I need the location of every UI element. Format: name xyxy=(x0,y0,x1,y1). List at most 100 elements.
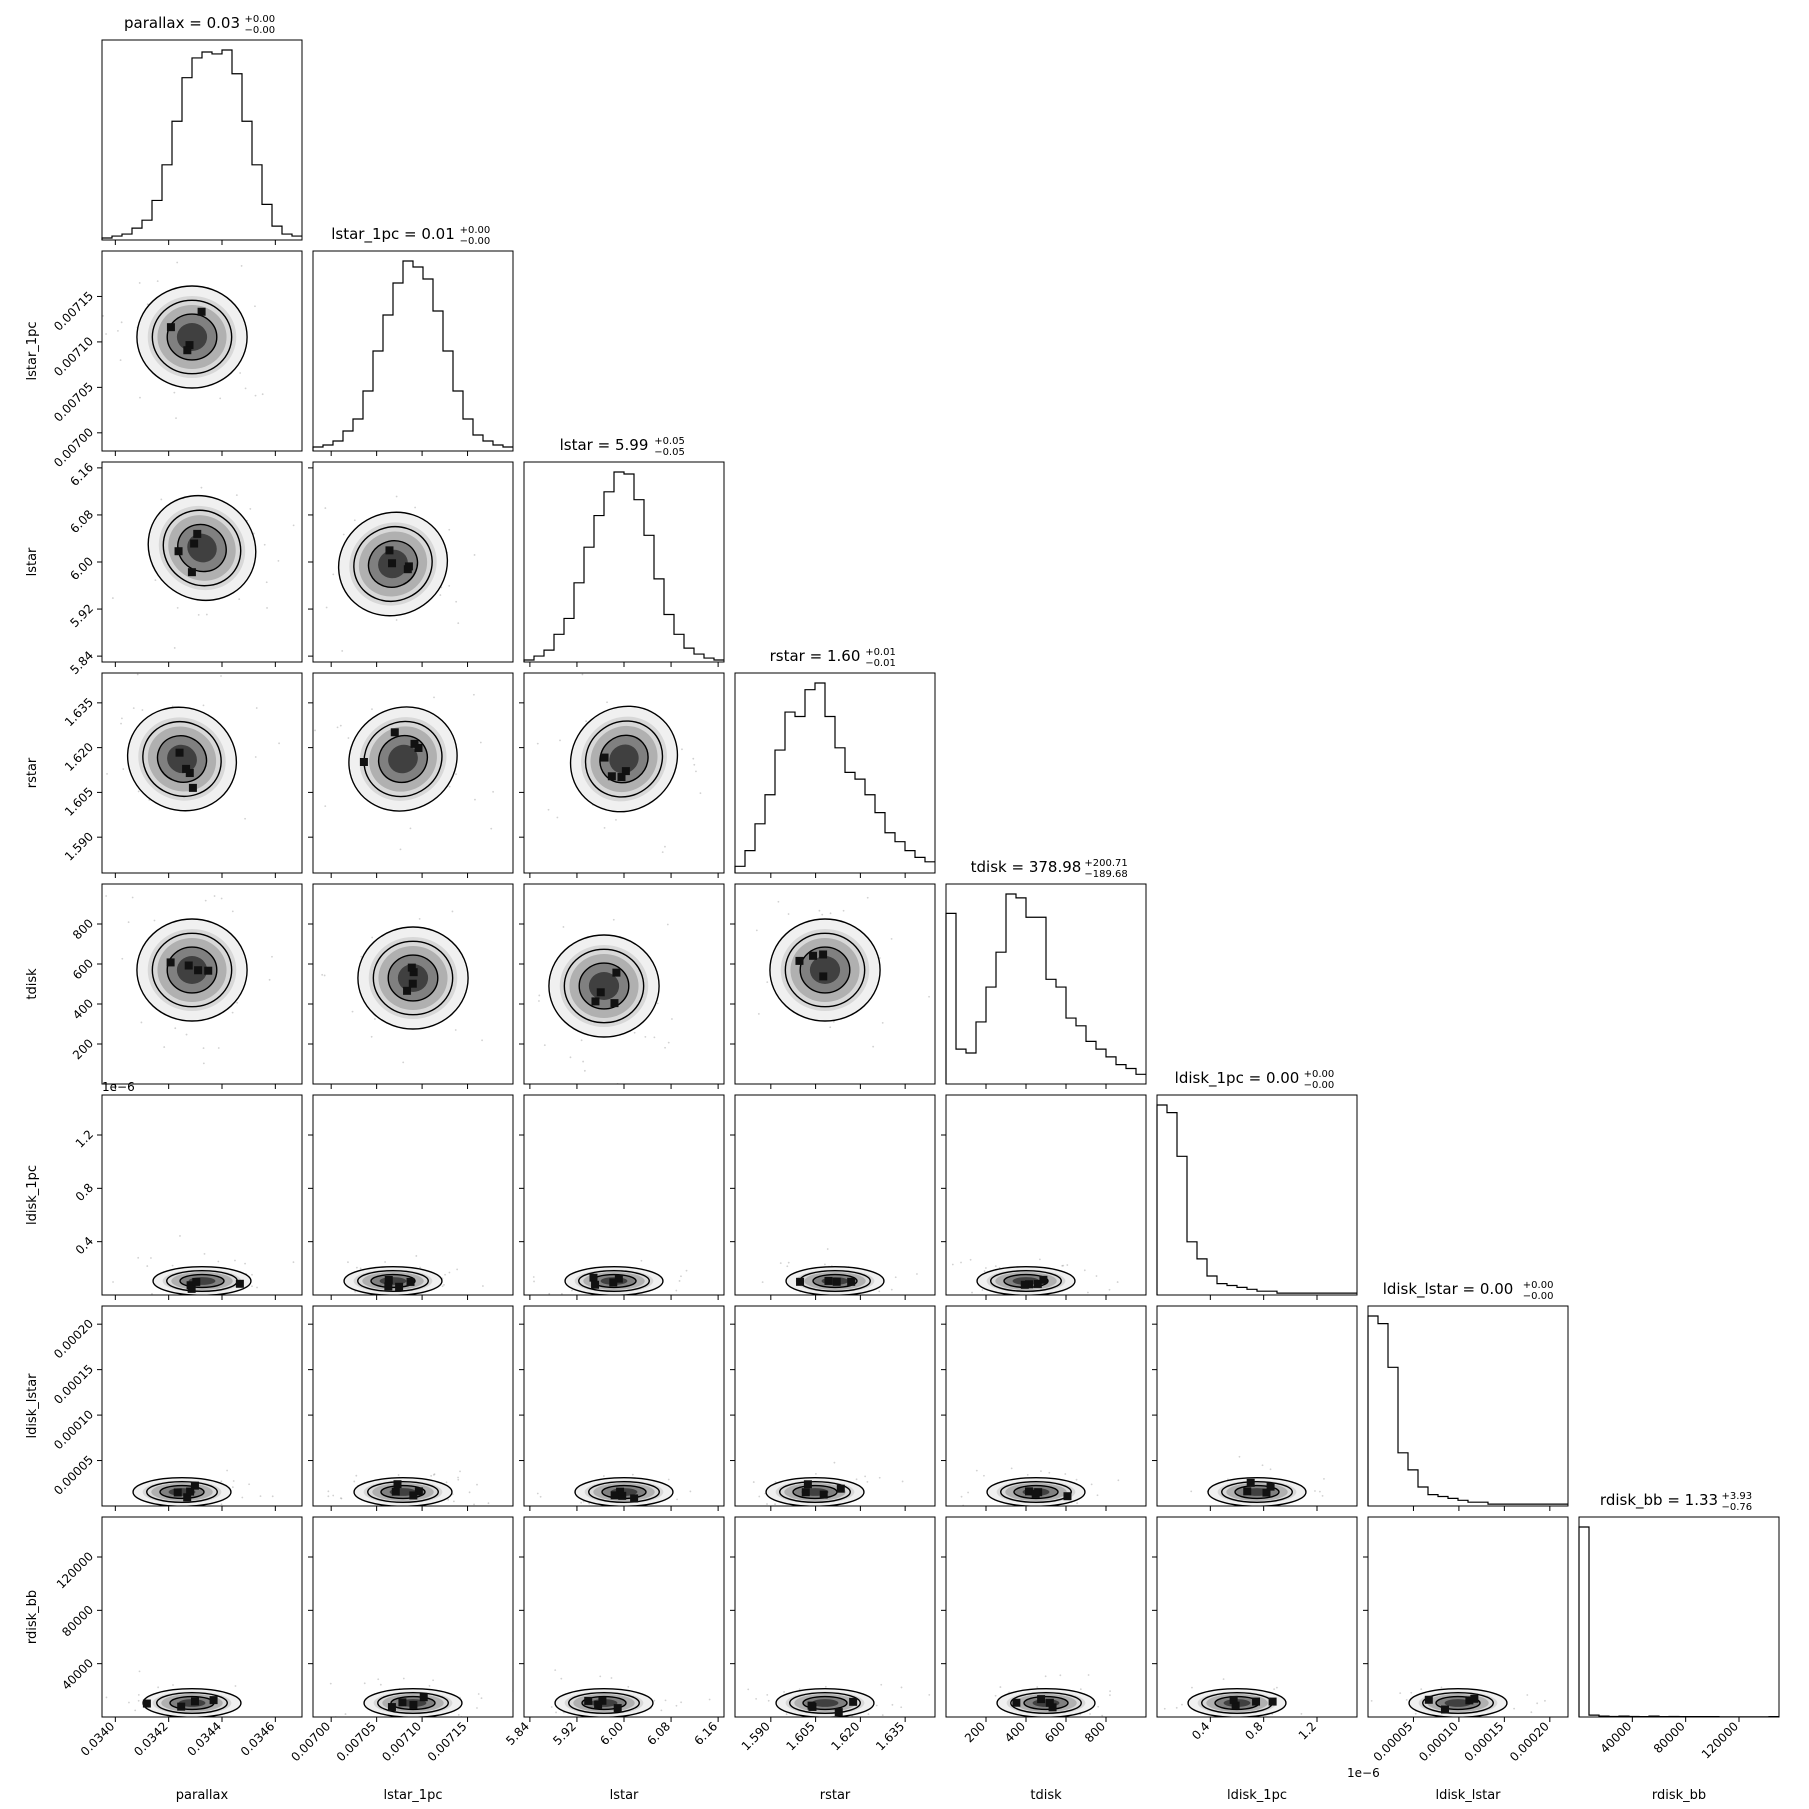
title-main-rdisk_bb: rdisk_bb = 1.33 xyxy=(1600,1491,1718,1510)
frame xyxy=(945,1305,1147,1507)
title-plus-ldisk_1pc: +0.00 xyxy=(1304,1069,1335,1080)
ytick-label-lstar_1pc: 0.00710 xyxy=(51,334,96,379)
contour-3 xyxy=(581,1695,627,1711)
xtick-label-rstar: 1.635 xyxy=(873,1719,907,1753)
ytick-label-rstar: 1.605 xyxy=(62,785,96,819)
panel-tdisk-parallax: 200 400 600 800 xyxy=(70,883,303,1089)
density-ldisk_1pc-rstar xyxy=(761,1248,918,1295)
panel-rdisk_bb-rstar: 1.590 1.605 1.620 1.635 xyxy=(730,1516,936,1753)
contour-2 xyxy=(784,932,866,1008)
density-rdisk_bb-lstar xyxy=(550,1669,711,1717)
panel-rdisk_bb-ldisk_1pc: 0.4 0.8 1.2 xyxy=(1152,1516,1358,1743)
frame xyxy=(734,1516,936,1718)
xtick-label-lstar: 6.08 xyxy=(644,1719,673,1748)
contour-1 xyxy=(348,706,458,812)
histogram-tdisk xyxy=(945,893,1146,1084)
contour-1 xyxy=(976,1266,1076,1295)
ytick-label-lstar: 5.92 xyxy=(67,601,96,630)
contour-2 xyxy=(1000,1481,1072,1503)
ytick-label-lstar: 5.84 xyxy=(67,648,96,677)
xtick-label-parallax: 0.0344 xyxy=(185,1719,225,1759)
density-ldisk_1pc-tdisk xyxy=(951,1258,1119,1295)
ytick-label-ldisk_lstar: 0.00020 xyxy=(51,1316,96,1361)
contour-1 xyxy=(996,1688,1096,1717)
contour-1 xyxy=(132,1477,232,1506)
xtick-label-ldisk_lstar: 0.00010 xyxy=(1416,1719,1461,1764)
frame xyxy=(312,1516,514,1718)
density-ldisk_lstar-ldisk_1pc xyxy=(1190,1455,1325,1506)
contour-1 xyxy=(554,1688,654,1717)
xtick-label-ldisk_1pc: 1.2 xyxy=(1296,1719,1319,1742)
panel-rstar-rstar: rstar = 1.60 +0.01−0.01 xyxy=(734,647,936,878)
panel-rstar-parallax: 1.590 1.605 1.620 1.635 xyxy=(62,672,303,878)
panel-lstar-lstar_1pc xyxy=(308,461,514,667)
frame xyxy=(734,883,936,1085)
density-lstar_1pc-parallax xyxy=(102,261,264,419)
xtick-label-tdisk: 600 xyxy=(1042,1719,1068,1745)
contour-2 xyxy=(156,1692,228,1714)
contour-2 xyxy=(377,1692,449,1714)
frame xyxy=(1156,1516,1358,1718)
offset-text-x-ldisk_1pc: 1e−6 xyxy=(1347,1766,1380,1780)
frame xyxy=(101,672,303,874)
density-lstar-lstar_1pc xyxy=(324,495,476,652)
xtick-label-rdisk_bb: 80000 xyxy=(1651,1719,1688,1756)
contour-2 xyxy=(584,720,664,798)
contour-3 xyxy=(799,946,851,994)
ytick-label-ldisk_lstar: 0.00005 xyxy=(51,1453,96,1498)
xtick-label-lstar: 6.00 xyxy=(597,1719,626,1748)
ytick-label-lstar: 6.08 xyxy=(67,507,96,536)
density-rdisk_bb-ldisk_1pc xyxy=(1163,1678,1303,1717)
frame xyxy=(523,1094,725,1296)
ylabel-rstar: rstar xyxy=(25,757,40,788)
xlabel-rdisk_bb: rdisk_bb xyxy=(1652,1788,1706,1803)
title-main-ldisk_1pc: ldisk_1pc = 0.00 xyxy=(1175,1069,1300,1088)
panel-tdisk-tdisk: tdisk = 378.98 +200.71−189.68 xyxy=(945,858,1147,1089)
panel-tdisk-lstar xyxy=(519,883,725,1089)
histogram-parallax xyxy=(101,49,302,240)
contour-1 xyxy=(136,918,248,1022)
title-plus-ldisk_lstar: +0.00 xyxy=(1523,1280,1554,1291)
contour-1 xyxy=(357,926,469,1030)
xlabel-ldisk_lstar: ldisk_lstar xyxy=(1435,1788,1501,1803)
density-lstar-parallax xyxy=(111,486,295,649)
frame xyxy=(1578,1516,1780,1718)
contour-2 xyxy=(1221,1481,1293,1503)
contour-1 xyxy=(1408,1688,1508,1717)
frame xyxy=(312,672,514,874)
xtick-label-tdisk: 400 xyxy=(1002,1719,1028,1745)
panel-tdisk-rstar xyxy=(730,883,936,1089)
xtick-label-ldisk_lstar: 0.00020 xyxy=(1507,1719,1552,1764)
contour-1 xyxy=(548,934,660,1038)
histogram-ldisk_lstar xyxy=(1367,1315,1568,1506)
frame xyxy=(312,1305,514,1507)
frame xyxy=(523,1305,725,1507)
contour-2 xyxy=(142,721,222,797)
density-rdisk_bb-parallax xyxy=(105,1670,242,1717)
panel-ldisk_lstar-ldisk_lstar: ldisk_lstar = 0.00 +0.00−0.00 xyxy=(1367,1280,1569,1511)
contour-1 xyxy=(986,1477,1086,1506)
xtick-label-lstar_1pc: 0.00700 xyxy=(288,1719,333,1764)
contour-3 xyxy=(1234,1484,1280,1500)
ylabel-rdisk_bb: rdisk_bb xyxy=(25,1590,40,1644)
contour-1 xyxy=(343,1266,443,1295)
ylabel-ldisk_1pc: ldisk_1pc xyxy=(25,1165,40,1225)
contour-2 xyxy=(151,299,233,375)
ylabel-lstar: lstar xyxy=(25,547,40,576)
xlabel-tdisk: tdisk xyxy=(1030,1788,1062,1803)
contour-2 xyxy=(363,720,443,798)
density-tdisk-rstar xyxy=(755,896,930,1048)
contour-3 xyxy=(599,734,649,784)
panel-rdisk_bb-lstar_1pc: 0.00700 0.00705 0.00710 0.00715 xyxy=(288,1516,514,1764)
contour-3 xyxy=(578,962,630,1010)
contour-2 xyxy=(367,1481,439,1503)
frame xyxy=(1156,1305,1358,1507)
title-ldisk_1pc: ldisk_1pc = 0.00 +0.00−0.00 xyxy=(1175,1069,1335,1091)
title-minus-rdisk_bb: −0.76 xyxy=(1722,1502,1753,1513)
title-plus-rstar: +0.01 xyxy=(865,647,896,658)
density-rdisk_bb-tdisk xyxy=(994,1674,1111,1717)
panel-ldisk_1pc-lstar_1pc xyxy=(308,1094,514,1300)
